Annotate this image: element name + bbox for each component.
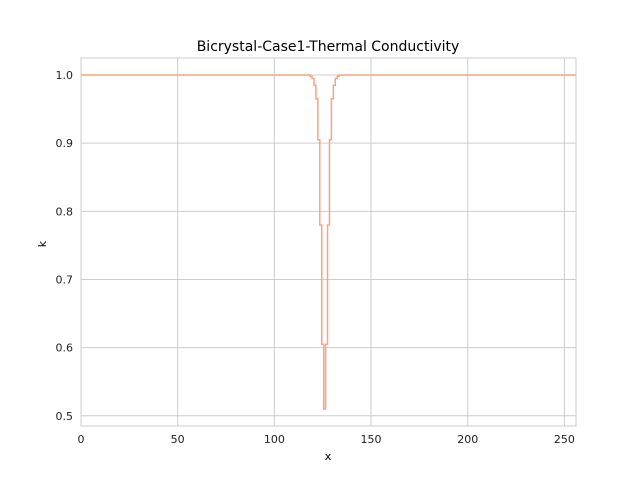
x-tick-label: 50 [171, 433, 185, 446]
x-tick-label: 150 [361, 433, 382, 446]
y-tick-label: 0.6 [56, 342, 74, 355]
x-tick-label: 250 [554, 433, 575, 446]
chart-title: Bicrystal-Case1-Thermal Conductivity [197, 39, 460, 55]
x-tick-label: 0 [78, 433, 85, 446]
y-tick-label: 1.0 [56, 69, 74, 82]
y-tick-label: 0.8 [56, 205, 74, 218]
y-tick-label: 0.9 [56, 137, 74, 150]
x-tick-label: 100 [264, 433, 285, 446]
y-tick-label: 0.7 [56, 273, 74, 286]
x-axis-label: x [325, 450, 332, 463]
y-axis-label: k [36, 240, 49, 247]
plot-frame [80, 57, 577, 427]
x-tick-labels: 0 50 100 150 200 250 [78, 433, 575, 446]
series [81, 74, 576, 410]
x-tick-label: 200 [457, 433, 478, 446]
series-line [81, 74, 576, 410]
y-tick-labels: 0.5 0.6 0.7 0.8 0.9 1.0 [56, 69, 74, 423]
y-tick-label: 0.5 [56, 410, 74, 423]
